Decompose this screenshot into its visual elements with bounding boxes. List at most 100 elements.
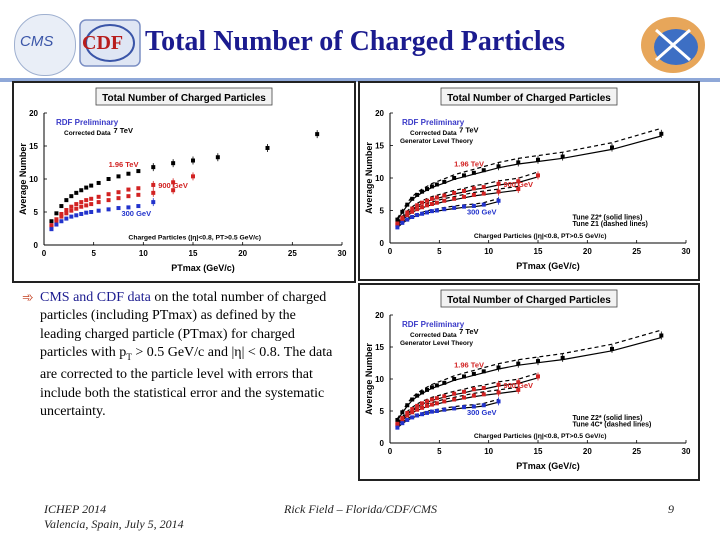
tune-solid-label: Tune Z2* (solid lines) (573, 215, 643, 222)
data-point (84, 198, 89, 203)
data-point (462, 374, 466, 379)
x-tick-label: 15 (534, 447, 543, 456)
y-tick-label: 10 (375, 174, 384, 183)
data-point (410, 410, 415, 415)
data-point (434, 396, 439, 401)
data-point (442, 394, 447, 399)
rdf-preliminary-label: RDF Preliminary (402, 118, 465, 127)
cdf-logo (79, 19, 141, 67)
y-tick-label: 15 (375, 343, 384, 352)
corrected-data-label: Corrected Data (410, 332, 457, 339)
slide-title: Total Number of Charged Particles (145, 26, 565, 57)
data-point (64, 208, 69, 213)
series-label: 900 GeV (503, 381, 533, 390)
data-point (420, 390, 425, 395)
data-point (420, 205, 425, 210)
data-point (481, 403, 486, 408)
series-label: 300 GeV (467, 408, 497, 417)
chart-panel-theory-z1: Total Number of Charged Particles 0 5 10 15 2… (358, 81, 700, 281)
y-tick-label: 20 (375, 109, 384, 118)
data-point (410, 196, 415, 201)
data-point (410, 206, 415, 211)
data-point (452, 196, 457, 201)
x-tick-label: 25 (288, 249, 297, 258)
y-tick-label: 0 (380, 439, 385, 448)
series-label: 300 GeV (121, 209, 151, 218)
data-point (481, 392, 486, 397)
data-point (420, 200, 425, 205)
data-point (415, 413, 420, 418)
x-tick-label: 30 (338, 249, 347, 258)
cuts-label: Charged Particles (|η|<0.8, PT>0.5 GeV/c… (474, 433, 607, 440)
x-tick-label: 0 (42, 249, 47, 258)
data-point (429, 409, 434, 414)
data-point (59, 219, 64, 224)
data-point (462, 189, 466, 193)
data-point (425, 387, 429, 392)
data-point (106, 207, 111, 212)
data-point (136, 169, 141, 174)
data-point (425, 403, 429, 408)
data-point (429, 209, 434, 214)
tune-solid-label: Tune Z2* (solid lines) (573, 415, 643, 422)
data-point (420, 405, 425, 410)
cms-logo-text: CMS (20, 33, 54, 50)
y-axis-label: Average Number (364, 343, 374, 415)
data-point (442, 179, 447, 184)
data-point (425, 410, 429, 415)
bullet-text-1: on the total number of charged particles… (40, 290, 327, 361)
data-point (106, 198, 111, 203)
y-tick-label: 5 (380, 207, 385, 216)
data-point (79, 200, 84, 205)
footer-conference: ICHEP 2014 Valencia, Spain, July 5, 2014 (44, 502, 184, 532)
footer-conference-name: ICHEP 2014 (44, 502, 107, 516)
data-point (84, 203, 89, 208)
x-axis-label: PTmax (GeV/c) (516, 461, 580, 471)
theory-dashed-line (396, 198, 499, 228)
data-point (116, 174, 121, 179)
data-point (415, 393, 420, 398)
data-point (136, 186, 141, 191)
data-point (59, 204, 64, 209)
data-point (126, 194, 131, 199)
series-label: 7 TeV (459, 327, 478, 336)
data-point (400, 217, 405, 222)
data-point (69, 194, 74, 199)
data-point (420, 401, 425, 406)
data-point (442, 198, 447, 203)
data-point (96, 194, 101, 199)
data-point (425, 210, 429, 215)
footer-venue: Valencia, Spain, July 5, 2014 (44, 517, 184, 531)
data-point (405, 410, 410, 415)
x-tick-label: 15 (534, 247, 543, 256)
data-point (84, 210, 89, 215)
theory-dashed-line (396, 398, 499, 428)
y-axis-label: Average Number (364, 142, 374, 214)
data-point (74, 206, 79, 211)
data-point (116, 196, 121, 201)
bullet-paragraph: CMS and CDF data on the total number of … (40, 289, 340, 422)
data-point (462, 395, 466, 400)
data-point (410, 397, 415, 402)
data-point (89, 202, 94, 207)
data-point (84, 185, 89, 190)
x-tick-label: 5 (91, 249, 96, 258)
x-tick-label: 25 (632, 247, 641, 256)
data-point (395, 225, 400, 230)
data-point (415, 192, 420, 197)
rdf-preliminary-label: RDF Preliminary (402, 320, 465, 329)
generator-theory-label: Generator Level Theory (400, 138, 473, 145)
data-point (415, 407, 420, 412)
data-point (400, 417, 405, 422)
data-point (116, 206, 121, 211)
data-point (405, 213, 410, 218)
data-point (410, 209, 415, 214)
theory-dashed-line (396, 171, 539, 223)
data-point (405, 413, 410, 418)
data-point (69, 204, 74, 209)
data-point (79, 188, 84, 193)
theory-solid-line (396, 189, 519, 226)
data-point (405, 403, 410, 408)
data-point (395, 222, 400, 227)
x-tick-label: 15 (189, 249, 198, 258)
